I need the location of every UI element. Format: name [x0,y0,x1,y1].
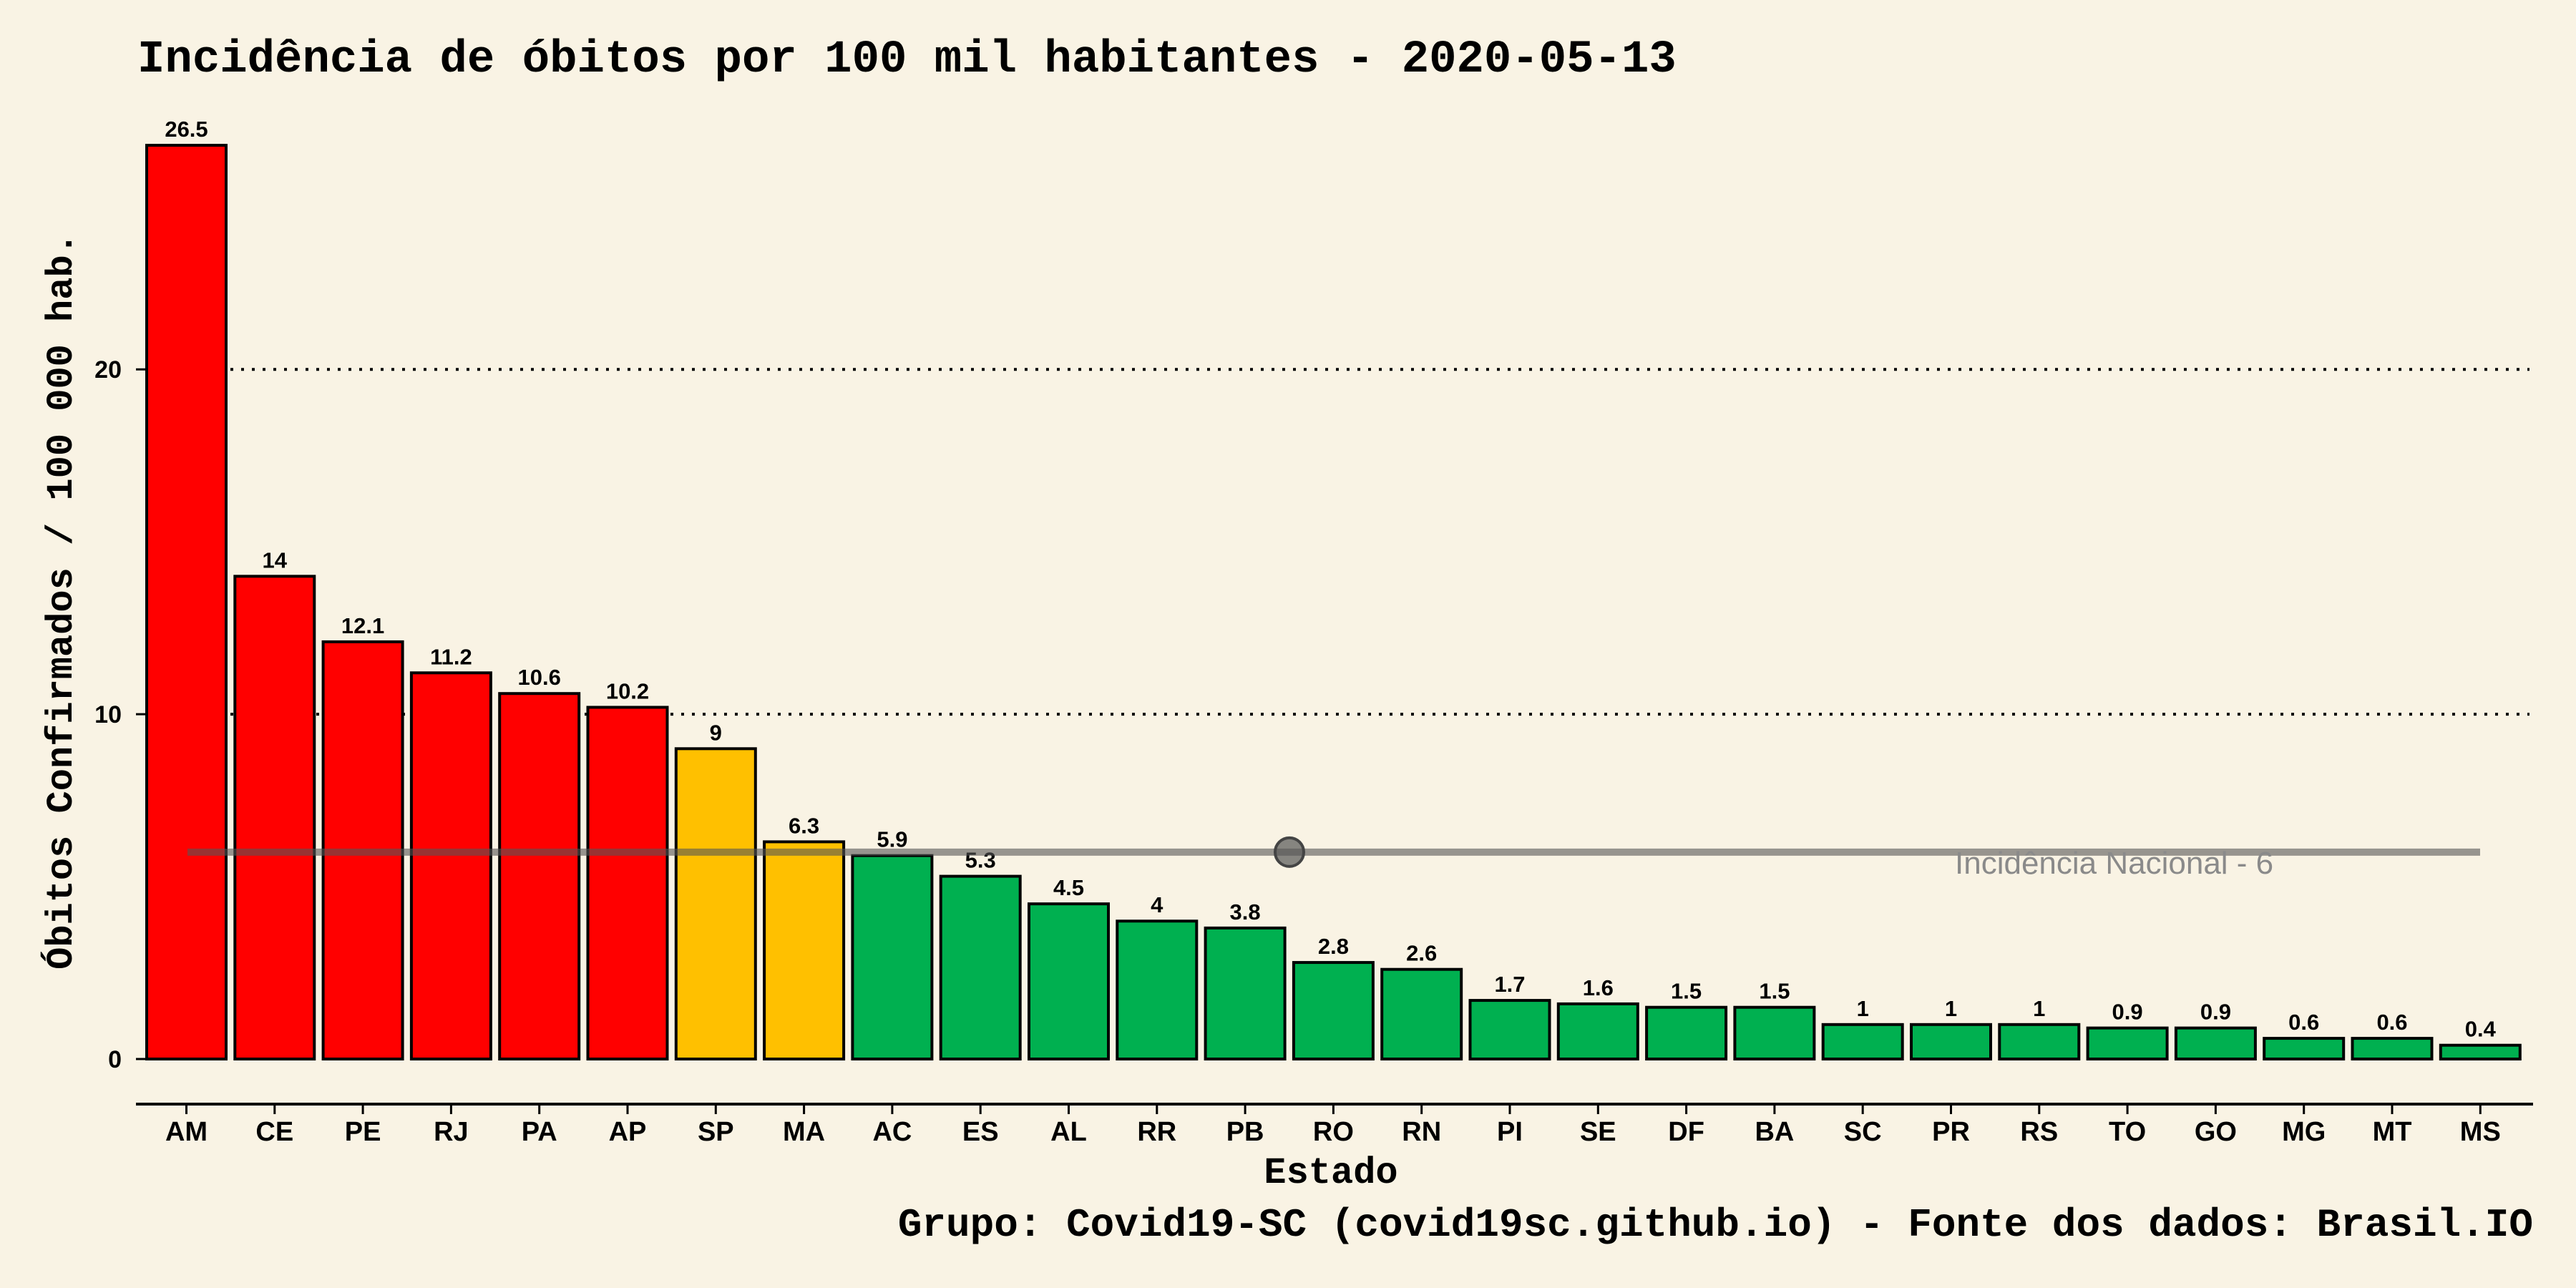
x-tick-label: GO [2195,1117,2237,1147]
x-tick-label: PE [345,1117,381,1147]
bar-value-label: 26.5 [165,117,208,142]
bar-value-label: 1.6 [1583,975,1614,1000]
bar-mg [2263,1037,2346,1060]
bar-value-label: 1.5 [1671,979,1702,1004]
bar-sp [674,747,757,1060]
bar-value-label: 1.5 [1759,979,1790,1004]
bar-mt [2351,1037,2434,1060]
bar-value-label: 9 [710,720,722,745]
bar-value-label: 10.2 [606,678,649,703]
national-incidence-marker [1274,836,1305,868]
grid-lines [230,368,2529,716]
x-tick-label: RR [1137,1117,1176,1147]
bar-value-label: 0.9 [2200,1000,2231,1025]
x-tick-label: AC [872,1117,912,1147]
bars [145,144,2522,1061]
source-caption: Grupo: Covid19-SC (covid19sc.github.io) … [898,1202,2533,1248]
bar-value-label: 0.4 [2465,1017,2497,1042]
bar-ac [851,854,934,1060]
bar-value-label: 2.8 [1318,934,1349,959]
x-tick-label: AP [609,1117,647,1147]
bar-value-label: 14 [263,547,288,572]
bar-to [2086,1026,2169,1061]
bar-ms [2439,1043,2522,1060]
bar-ma [763,840,846,1061]
bar-am [145,144,228,1060]
bar-rj [409,671,492,1060]
x-tick-label: AM [165,1117,208,1147]
bar-value-label: 3.8 [1230,899,1261,924]
bar-value-label: 1 [2033,996,2045,1021]
bar-ro [1292,961,1375,1060]
bar-es [939,874,1022,1060]
bar-pa [498,692,581,1060]
chart-title: Incidência de óbitos por 100 mil habitan… [137,34,1677,86]
x-tick-label: SP [698,1117,734,1147]
x-tick-label: CE [255,1117,293,1147]
bar-value-label: 11.2 [430,644,472,669]
x-tick-label: MG [2282,1117,2326,1147]
bar-rr [1116,919,1199,1060]
y-tick-label: 0 [108,1046,122,1073]
x-tick-label: AL [1050,1117,1087,1147]
bar-ce [233,575,316,1060]
x-tick-label: MA [783,1117,825,1147]
x-tick-label: RS [2020,1117,2058,1147]
y-tick-label: 20 [94,356,122,384]
bar-df [1645,1005,1728,1061]
x-tick-label: MT [2373,1117,2412,1147]
bar-value-label: 2.6 [1406,941,1437,966]
bar-pr [1910,1023,1992,1060]
bar-pi [1468,999,1551,1060]
bar-value-label: 4.5 [1053,875,1084,900]
x-tick-label: TO [2109,1117,2146,1147]
bar-pb [1204,926,1287,1061]
x-axis-label: Estado [1264,1152,1397,1194]
x-tick-label: RN [1402,1117,1441,1147]
bar-value-label: 10.6 [518,665,561,690]
bar-go [2174,1026,2257,1061]
x-axis: AM CE PE RJ PA AP SP MA AC ES AL RR PB RO RN PI SE DF BA SC… [136,1103,2533,1147]
bar-value-label: 0.6 [2376,1010,2407,1035]
x-tick-label: PA [522,1117,557,1147]
bar-rn [1380,967,1463,1061]
bar-value-label: 1 [1945,996,1957,1021]
y-axis-label: Óbitos Confirmados / 100 000 hab. [40,233,83,970]
bar-value-label: 1.7 [1494,972,1525,997]
bar-value-label: 12.1 [341,613,384,638]
bar-value-label: 0.9 [2112,1000,2143,1025]
reference-line: Incidência Nacional - 6 [187,836,2480,881]
bar-value-label: 5.9 [877,827,907,852]
x-tick-label: SE [1580,1117,1616,1147]
bar-rs [1998,1023,2081,1060]
bar-value-label: 0.6 [2288,1010,2319,1035]
x-tick-label: DF [1668,1117,1704,1147]
x-tick-label: PR [1932,1117,1970,1147]
bar-al [1028,902,1110,1061]
bar-value-label: 4 [1151,892,1163,917]
bar-se [1556,1002,1639,1060]
y-tick-label: 10 [94,701,122,728]
x-tick-label: ES [962,1117,999,1147]
x-tick-label: MS [2460,1117,2501,1147]
national-incidence-label: Incidência Nacional - 6 [1955,846,2273,881]
x-tick-label: BA [1755,1117,1794,1147]
bar-value-label: 6.3 [789,813,819,838]
x-tick-label: SC [1844,1117,1882,1147]
x-tick-label: PB [1226,1117,1264,1147]
bar-ba [1733,1005,1816,1061]
x-tick-label: RO [1313,1117,1354,1147]
bar-sc [1821,1023,1904,1060]
bar-value-label: 1 [1857,996,1869,1021]
x-tick-label: PI [1497,1117,1523,1147]
x-tick-label: RJ [434,1117,469,1147]
y-axis: 0 10 20 [94,356,147,1073]
bar-ap [586,706,669,1060]
